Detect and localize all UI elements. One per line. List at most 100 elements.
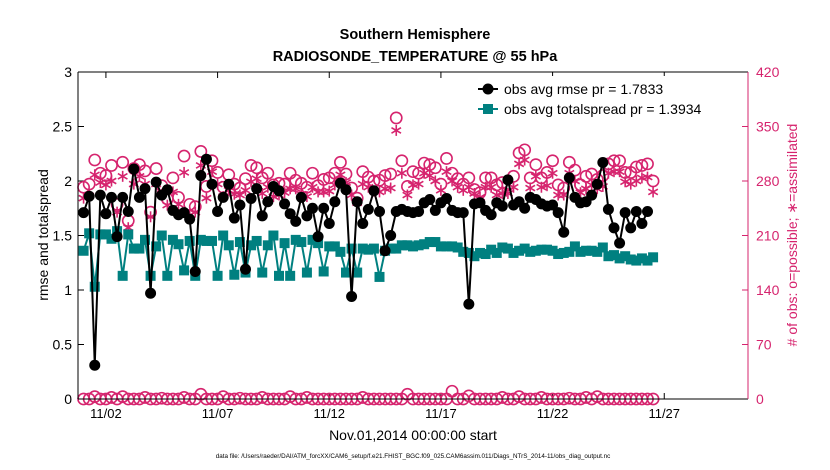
assimilated-point-stroke bbox=[636, 174, 648, 182]
rmse-point bbox=[441, 192, 452, 204]
possible-point bbox=[144, 205, 157, 219]
y-tick-label-left: 3 bbox=[64, 64, 72, 80]
rmse-point bbox=[83, 190, 95, 202]
rmse-point bbox=[307, 202, 318, 214]
rmse-point bbox=[625, 222, 637, 234]
spread-point bbox=[123, 229, 134, 240]
spread-point bbox=[519, 243, 530, 254]
spread-point bbox=[173, 239, 184, 250]
spread-point bbox=[363, 244, 374, 255]
spread-point bbox=[352, 267, 363, 278]
chart-title: Southern Hemisphere bbox=[340, 27, 491, 43]
rmse-point bbox=[295, 191, 307, 203]
x-tick-label: 11/17 bbox=[425, 406, 457, 421]
spread-point bbox=[117, 270, 128, 281]
assimilated-point bbox=[391, 124, 402, 136]
spread-point bbox=[430, 237, 441, 248]
x-tick-label: 11/07 bbox=[202, 406, 234, 421]
footnote: data file: /Users/raeder/DAI/ATM_forcXX/… bbox=[216, 453, 611, 460]
possible-point bbox=[607, 154, 621, 168]
spread-point bbox=[586, 245, 597, 256]
spread-point bbox=[575, 246, 586, 257]
spread-point bbox=[424, 237, 435, 248]
y-axis-label-left: rmse and totalspread bbox=[35, 169, 51, 301]
spread-point bbox=[631, 255, 642, 266]
spread-point bbox=[162, 270, 173, 281]
assimilated-point-stroke bbox=[402, 191, 413, 199]
possible-point bbox=[479, 171, 492, 185]
spread-point bbox=[246, 240, 257, 251]
spread-point bbox=[335, 246, 346, 257]
rmse-point bbox=[240, 263, 251, 275]
assimilated-point-stroke bbox=[117, 172, 128, 180]
possible-point bbox=[110, 197, 124, 211]
rmse-point bbox=[385, 230, 397, 241]
spread-point bbox=[84, 228, 95, 239]
spread-point bbox=[480, 249, 491, 260]
rmse-point bbox=[457, 207, 469, 219]
rmse-point bbox=[374, 206, 385, 218]
legend-rmse-label: obs avg rmse pr = 1.7833 bbox=[504, 81, 663, 97]
legend-spread-marker bbox=[483, 104, 493, 114]
spread-point bbox=[301, 267, 312, 278]
spread-point bbox=[341, 267, 351, 278]
spread-point bbox=[296, 237, 307, 248]
possible-point bbox=[428, 161, 442, 175]
rmse-point bbox=[212, 206, 224, 218]
assimilated-point-stroke bbox=[385, 184, 396, 192]
spread-point bbox=[134, 243, 145, 254]
chart-subtitle: RADIOSONDE_TEMPERATURE @ 55 hPa bbox=[273, 49, 559, 65]
spread-point bbox=[374, 271, 385, 282]
assimilated-point-stroke bbox=[134, 172, 145, 180]
spread-point bbox=[357, 243, 368, 254]
spread-point bbox=[553, 249, 564, 260]
rmse-point bbox=[279, 198, 291, 210]
rmse-point bbox=[106, 191, 117, 203]
rmse-point bbox=[502, 174, 514, 186]
possible-point bbox=[261, 166, 275, 180]
possible-point bbox=[546, 154, 559, 168]
rmse-point bbox=[150, 176, 162, 188]
assimilated-point bbox=[541, 180, 553, 192]
possible-point bbox=[82, 177, 96, 191]
spread-point bbox=[229, 269, 240, 280]
y-tick-label-left: 1 bbox=[64, 282, 72, 298]
possible-point bbox=[233, 181, 247, 195]
rmse-point bbox=[357, 218, 369, 230]
rmse-point bbox=[642, 206, 653, 218]
rmse-point bbox=[429, 204, 441, 216]
spread-point bbox=[234, 237, 245, 248]
possible-point bbox=[250, 161, 264, 175]
rmse-point bbox=[368, 185, 380, 197]
legend-rmse-marker bbox=[482, 83, 494, 95]
rmse-point bbox=[256, 210, 268, 222]
rmse-point bbox=[597, 156, 609, 168]
possible-point bbox=[618, 166, 632, 179]
possible-point bbox=[641, 157, 654, 171]
spread-point bbox=[636, 253, 647, 264]
rmse-point bbox=[552, 207, 564, 219]
rmse-point bbox=[184, 213, 196, 225]
spread-point bbox=[536, 244, 547, 255]
possible-point bbox=[384, 167, 398, 181]
spread-point bbox=[218, 230, 229, 241]
y-tick-label-right: 70 bbox=[756, 337, 772, 353]
assimilated-point-stroke bbox=[525, 184, 536, 192]
spread-point bbox=[569, 241, 580, 252]
rmse-point bbox=[563, 172, 575, 184]
x-tick-label: 11/02 bbox=[90, 406, 122, 421]
rmse-point bbox=[290, 215, 302, 227]
rmse-point bbox=[189, 265, 201, 277]
spread-point bbox=[441, 241, 452, 252]
possible-point bbox=[518, 143, 532, 157]
assimilated-point bbox=[117, 170, 128, 182]
spread-point bbox=[525, 246, 536, 257]
assimilated-point bbox=[396, 167, 407, 179]
assimilated-point-stroke bbox=[391, 126, 402, 134]
spread-point bbox=[620, 251, 631, 262]
y-tick-label-right: 280 bbox=[756, 173, 780, 189]
spread-point bbox=[274, 270, 284, 281]
rmse-point bbox=[228, 212, 240, 224]
spread-point bbox=[156, 230, 167, 241]
